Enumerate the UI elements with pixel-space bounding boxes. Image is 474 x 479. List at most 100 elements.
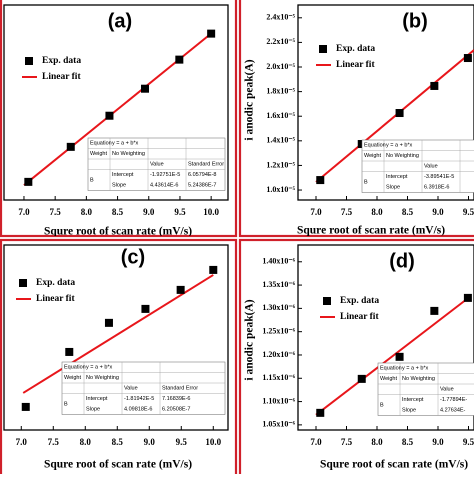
table-cell: Value (440, 387, 454, 393)
y-axis-label: i anodic peak(A) (244, 299, 256, 380)
table-cell: 6.05794E-8 (188, 172, 216, 178)
fit-table: Equation y = a + b*x Weight No Weighting Val… (361, 139, 474, 193)
x-tick-label: 9.5 (176, 437, 188, 447)
x-tick-label: 9.0 (432, 207, 444, 217)
data-point (175, 55, 184, 64)
table-cell: Intercept (86, 396, 108, 402)
legend-label: Exp. data (36, 278, 75, 288)
x-tick-label: 7.0 (310, 437, 322, 447)
legend-label: Linear fit (340, 312, 379, 322)
plot-frame (3, 244, 229, 431)
x-tick-label: 9.5 (174, 207, 186, 217)
table-cell: 6.20508E-7 (162, 407, 190, 413)
table-cell: B (364, 179, 368, 185)
plot-frame (3, 4, 229, 201)
table-cell: Value (150, 162, 164, 168)
table-cell: Value (124, 386, 138, 392)
y-tick-label: 1.0x10⁻⁵ (266, 185, 295, 194)
x-tick-label: 9.5 (463, 437, 474, 447)
data-point (24, 177, 33, 186)
x-axis-label: Squre root of scan rate (mV/s) (297, 225, 445, 237)
fit-line (315, 49, 474, 183)
legend-marker (19, 279, 27, 287)
table-cell: Slope (386, 185, 400, 191)
table-bg (87, 137, 226, 191)
data-point (463, 54, 472, 63)
legend-label: Exp. data (42, 56, 81, 66)
y-tick-label: 2.0x10⁻⁵ (266, 62, 295, 71)
x-tick-label: 9.5 (463, 207, 474, 217)
table-cell: No Weighting (112, 151, 145, 157)
table-cell: Intercept (402, 397, 424, 403)
legend-label: Exp. data (340, 296, 379, 306)
table-bg (361, 139, 474, 193)
y-tick-label: 1.4x10⁻⁵ (266, 136, 295, 145)
fit-table: Equation y = a + b*x Weight No Weighting Val… (87, 137, 226, 191)
x-tick-label: 7.5 (341, 437, 353, 447)
table-cell: Slope (86, 407, 100, 413)
data-point (395, 352, 404, 361)
fit-table: Equation y = a + b*x Weight No Weighting Val… (377, 362, 474, 416)
panel: 7.0 7.5 8.0 8.5 9.0 9.5 10.0 Exp. data Linear fi… (3, 244, 229, 471)
table-cell: y = a + b*x (86, 365, 113, 371)
y-tick-label: 1.05x10⁻⁶ (262, 420, 295, 429)
legend-label: Linear fit (336, 60, 375, 70)
data-point (21, 402, 30, 411)
table-cell: No Weighting (86, 375, 119, 381)
table-cell: Slope (402, 408, 416, 414)
y-tick-label: 1.40x10⁻⁶ (262, 257, 295, 266)
table-cell: Intercept (112, 172, 134, 178)
panel-border (0, 0, 238, 238)
x-tick-label: 10.0 (203, 207, 219, 217)
table-cell: Value (424, 164, 438, 170)
legend-label: Linear fit (42, 72, 81, 82)
data-point (141, 304, 150, 313)
x-tick-label: 7.0 (16, 437, 28, 447)
table-cell: y = a + b*x (386, 143, 413, 149)
data-point (66, 142, 75, 151)
data-point (207, 29, 216, 38)
y-tick-label: 2.4x10⁻⁵ (266, 13, 295, 22)
panel: 7.0 7.5 8.0 8.5 9.0 9.5 1.05x10⁻⁶ 1.10x10⁻⁶ 1.15… (244, 244, 474, 471)
x-tick-label: 7.5 (341, 207, 353, 217)
x-tick-label: 7.5 (48, 437, 60, 447)
data-point (104, 318, 113, 327)
data-point (105, 111, 114, 120)
table-cell: 6.3918E-6 (424, 185, 449, 191)
panel: 7.0 7.5 8.0 8.5 9.0 9.5 10.0 Exp. data Linear fi… (3, 4, 229, 236)
table-cell: B (64, 401, 68, 407)
fit-line (22, 274, 214, 394)
x-tick-label: 8.5 (112, 437, 124, 447)
x-tick-label: 8.5 (402, 437, 414, 447)
legend-label: Exp. data (336, 44, 375, 54)
legend-label: Linear fit (36, 294, 75, 304)
x-tick-label: 8.0 (80, 437, 92, 447)
table-cell: Standard Error (188, 162, 224, 168)
panel-title: (b) (402, 10, 428, 32)
plot-frame (297, 4, 474, 201)
x-axis-label: Squre root of scan rate (mV/s) (320, 459, 468, 471)
table-cell: Intercept (386, 174, 408, 180)
x-tick-label: 8.0 (371, 437, 383, 447)
x-tick-label: 7.0 (310, 207, 322, 217)
table-cell: Weight (90, 151, 107, 157)
table-cell: -1.81942E-5 (124, 396, 154, 402)
y-tick-label: 2.2x10⁻⁵ (266, 37, 295, 46)
table-cell: Equation (64, 365, 86, 371)
table-cell: Weight (64, 375, 81, 381)
y-tick-label: 1.30x10⁻⁶ (262, 303, 295, 312)
table-cell: B (90, 177, 94, 183)
data-point (316, 176, 325, 185)
plot-frame (297, 244, 474, 431)
x-axis-label: Squre root of scan rate (mV/s) (44, 459, 192, 471)
table-cell: 4.27634E- (440, 408, 466, 414)
y-axis-label: i anodic peak(A) (244, 59, 256, 140)
data-point (430, 81, 439, 90)
table-cell: B (380, 402, 384, 408)
table-cell: y = a + b*x (112, 141, 139, 147)
panel-title: (d) (389, 250, 415, 272)
table-cell: Standard Error (162, 386, 198, 392)
table-bg (61, 361, 226, 415)
